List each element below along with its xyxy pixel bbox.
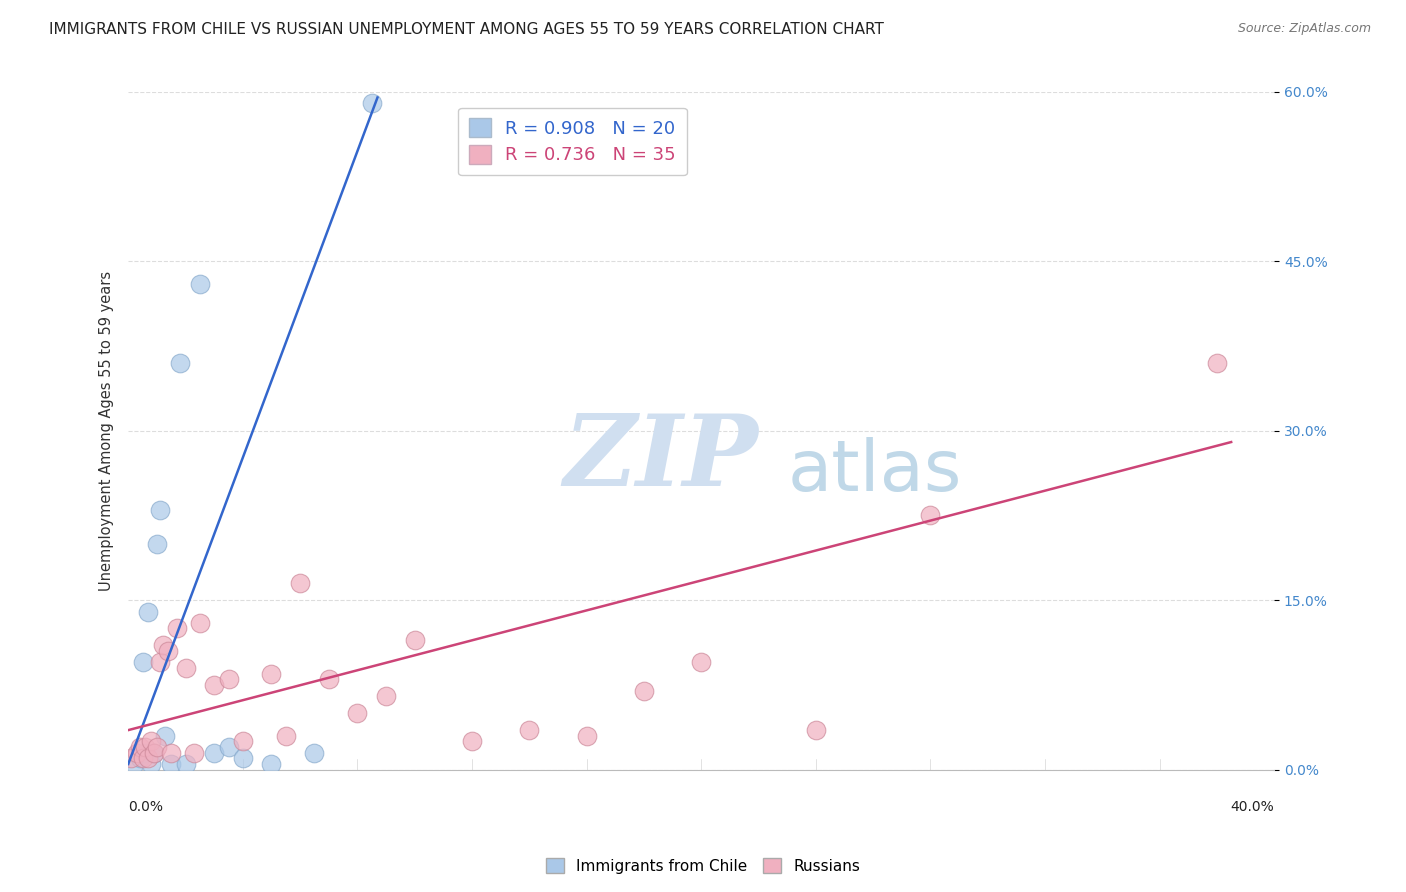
Point	[232, 751, 254, 765]
Point	[152, 639, 174, 653]
Point	[690, 656, 713, 670]
Point	[517, 723, 540, 738]
Point	[131, 751, 153, 765]
Point	[141, 757, 163, 772]
Text: 40.0%: 40.0%	[1230, 800, 1274, 814]
Text: IMMIGRANTS FROM CHILE VS RUSSIAN UNEMPLOYMENT AMONG AGES 55 TO 59 YEARS CORRELAT: IMMIGRANTS FROM CHILE VS RUSSIAN UNEMPLO…	[49, 22, 884, 37]
Point	[183, 746, 205, 760]
Point	[134, 740, 156, 755]
Point	[143, 746, 166, 760]
Point	[260, 666, 283, 681]
Point	[202, 746, 225, 760]
Point	[149, 503, 172, 517]
Point	[120, 751, 142, 765]
Point	[575, 729, 598, 743]
Point	[143, 746, 166, 760]
Y-axis label: Unemployment Among Ages 55 to 59 years: Unemployment Among Ages 55 to 59 years	[100, 270, 114, 591]
Point	[404, 632, 426, 647]
Point	[318, 673, 340, 687]
Point	[218, 673, 240, 687]
Legend: R = 0.908   N = 20, R = 0.736   N = 35: R = 0.908 N = 20, R = 0.736 N = 35	[458, 108, 686, 175]
Point	[160, 757, 183, 772]
Point	[169, 356, 191, 370]
Point	[218, 740, 240, 755]
Point	[232, 734, 254, 748]
Point	[274, 729, 297, 743]
Point	[136, 605, 159, 619]
Point	[202, 678, 225, 692]
Point	[157, 644, 180, 658]
Point	[160, 746, 183, 760]
Point	[128, 751, 150, 765]
Point	[260, 757, 283, 772]
Point	[288, 576, 311, 591]
Text: ZIP: ZIP	[564, 409, 759, 506]
Point	[155, 729, 177, 743]
Point	[346, 706, 368, 721]
Point	[804, 723, 827, 738]
Point	[360, 96, 382, 111]
Point	[188, 615, 211, 630]
Text: Source: ZipAtlas.com: Source: ZipAtlas.com	[1237, 22, 1371, 36]
Point	[128, 740, 150, 755]
Point	[1205, 356, 1227, 370]
Point	[174, 757, 197, 772]
Text: atlas: atlas	[787, 437, 962, 506]
Point	[188, 277, 211, 291]
Point	[136, 751, 159, 765]
Text: 0.0%: 0.0%	[128, 800, 163, 814]
Point	[125, 746, 148, 760]
Point	[149, 656, 172, 670]
Point	[122, 757, 145, 772]
Point	[174, 661, 197, 675]
Point	[375, 690, 398, 704]
Legend: Immigrants from Chile, Russians: Immigrants from Chile, Russians	[540, 852, 866, 880]
Point	[920, 508, 942, 523]
Point	[146, 740, 169, 755]
Point	[461, 734, 484, 748]
Point	[166, 622, 188, 636]
Point	[131, 656, 153, 670]
Point	[633, 683, 655, 698]
Point	[141, 734, 163, 748]
Point	[146, 537, 169, 551]
Point	[134, 746, 156, 760]
Point	[304, 746, 326, 760]
